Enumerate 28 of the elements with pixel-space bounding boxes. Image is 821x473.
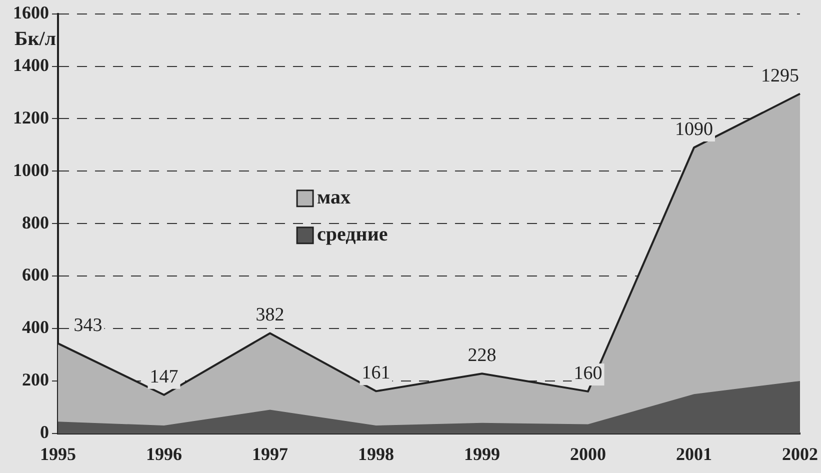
y-tick-label: 1200 (13, 107, 49, 128)
x-tick-label: 1997 (252, 444, 288, 464)
x-tick-label: 2000 (570, 444, 606, 464)
y-tick-label: 1400 (13, 54, 49, 75)
x-tick-label: 1998 (358, 444, 394, 464)
data-label: 228 (468, 345, 496, 366)
x-tick-label: 2001 (676, 444, 712, 464)
legend-label: средние (317, 224, 388, 246)
x-tick-label: 1999 (464, 444, 500, 464)
data-label: 161 (362, 362, 390, 384)
y-tick-label: 800 (22, 212, 49, 232)
legend-label: мах (317, 186, 351, 209)
data-label: 382 (256, 304, 284, 326)
x-tick-label: 1995 (40, 444, 76, 464)
data-label: 147 (150, 366, 178, 388)
data-label: 1090 (675, 119, 713, 140)
y-tick-label: 600 (22, 264, 49, 285)
x-tick-label: 2002 (782, 444, 818, 464)
data-label: 343 (74, 314, 102, 336)
x-tick-label: 1996 (146, 444, 182, 464)
data-label: 160 (574, 362, 602, 384)
y-tick-label: 0 (40, 422, 49, 442)
y-tick-label: 1600 (13, 2, 49, 22)
data-label: 1295 (761, 65, 799, 86)
y-tick-label: 1000 (13, 160, 49, 180)
y-tick-label: 400 (22, 317, 49, 338)
y-axis-title: Бк/л (14, 28, 56, 50)
y-tick-label: 200 (22, 370, 49, 390)
